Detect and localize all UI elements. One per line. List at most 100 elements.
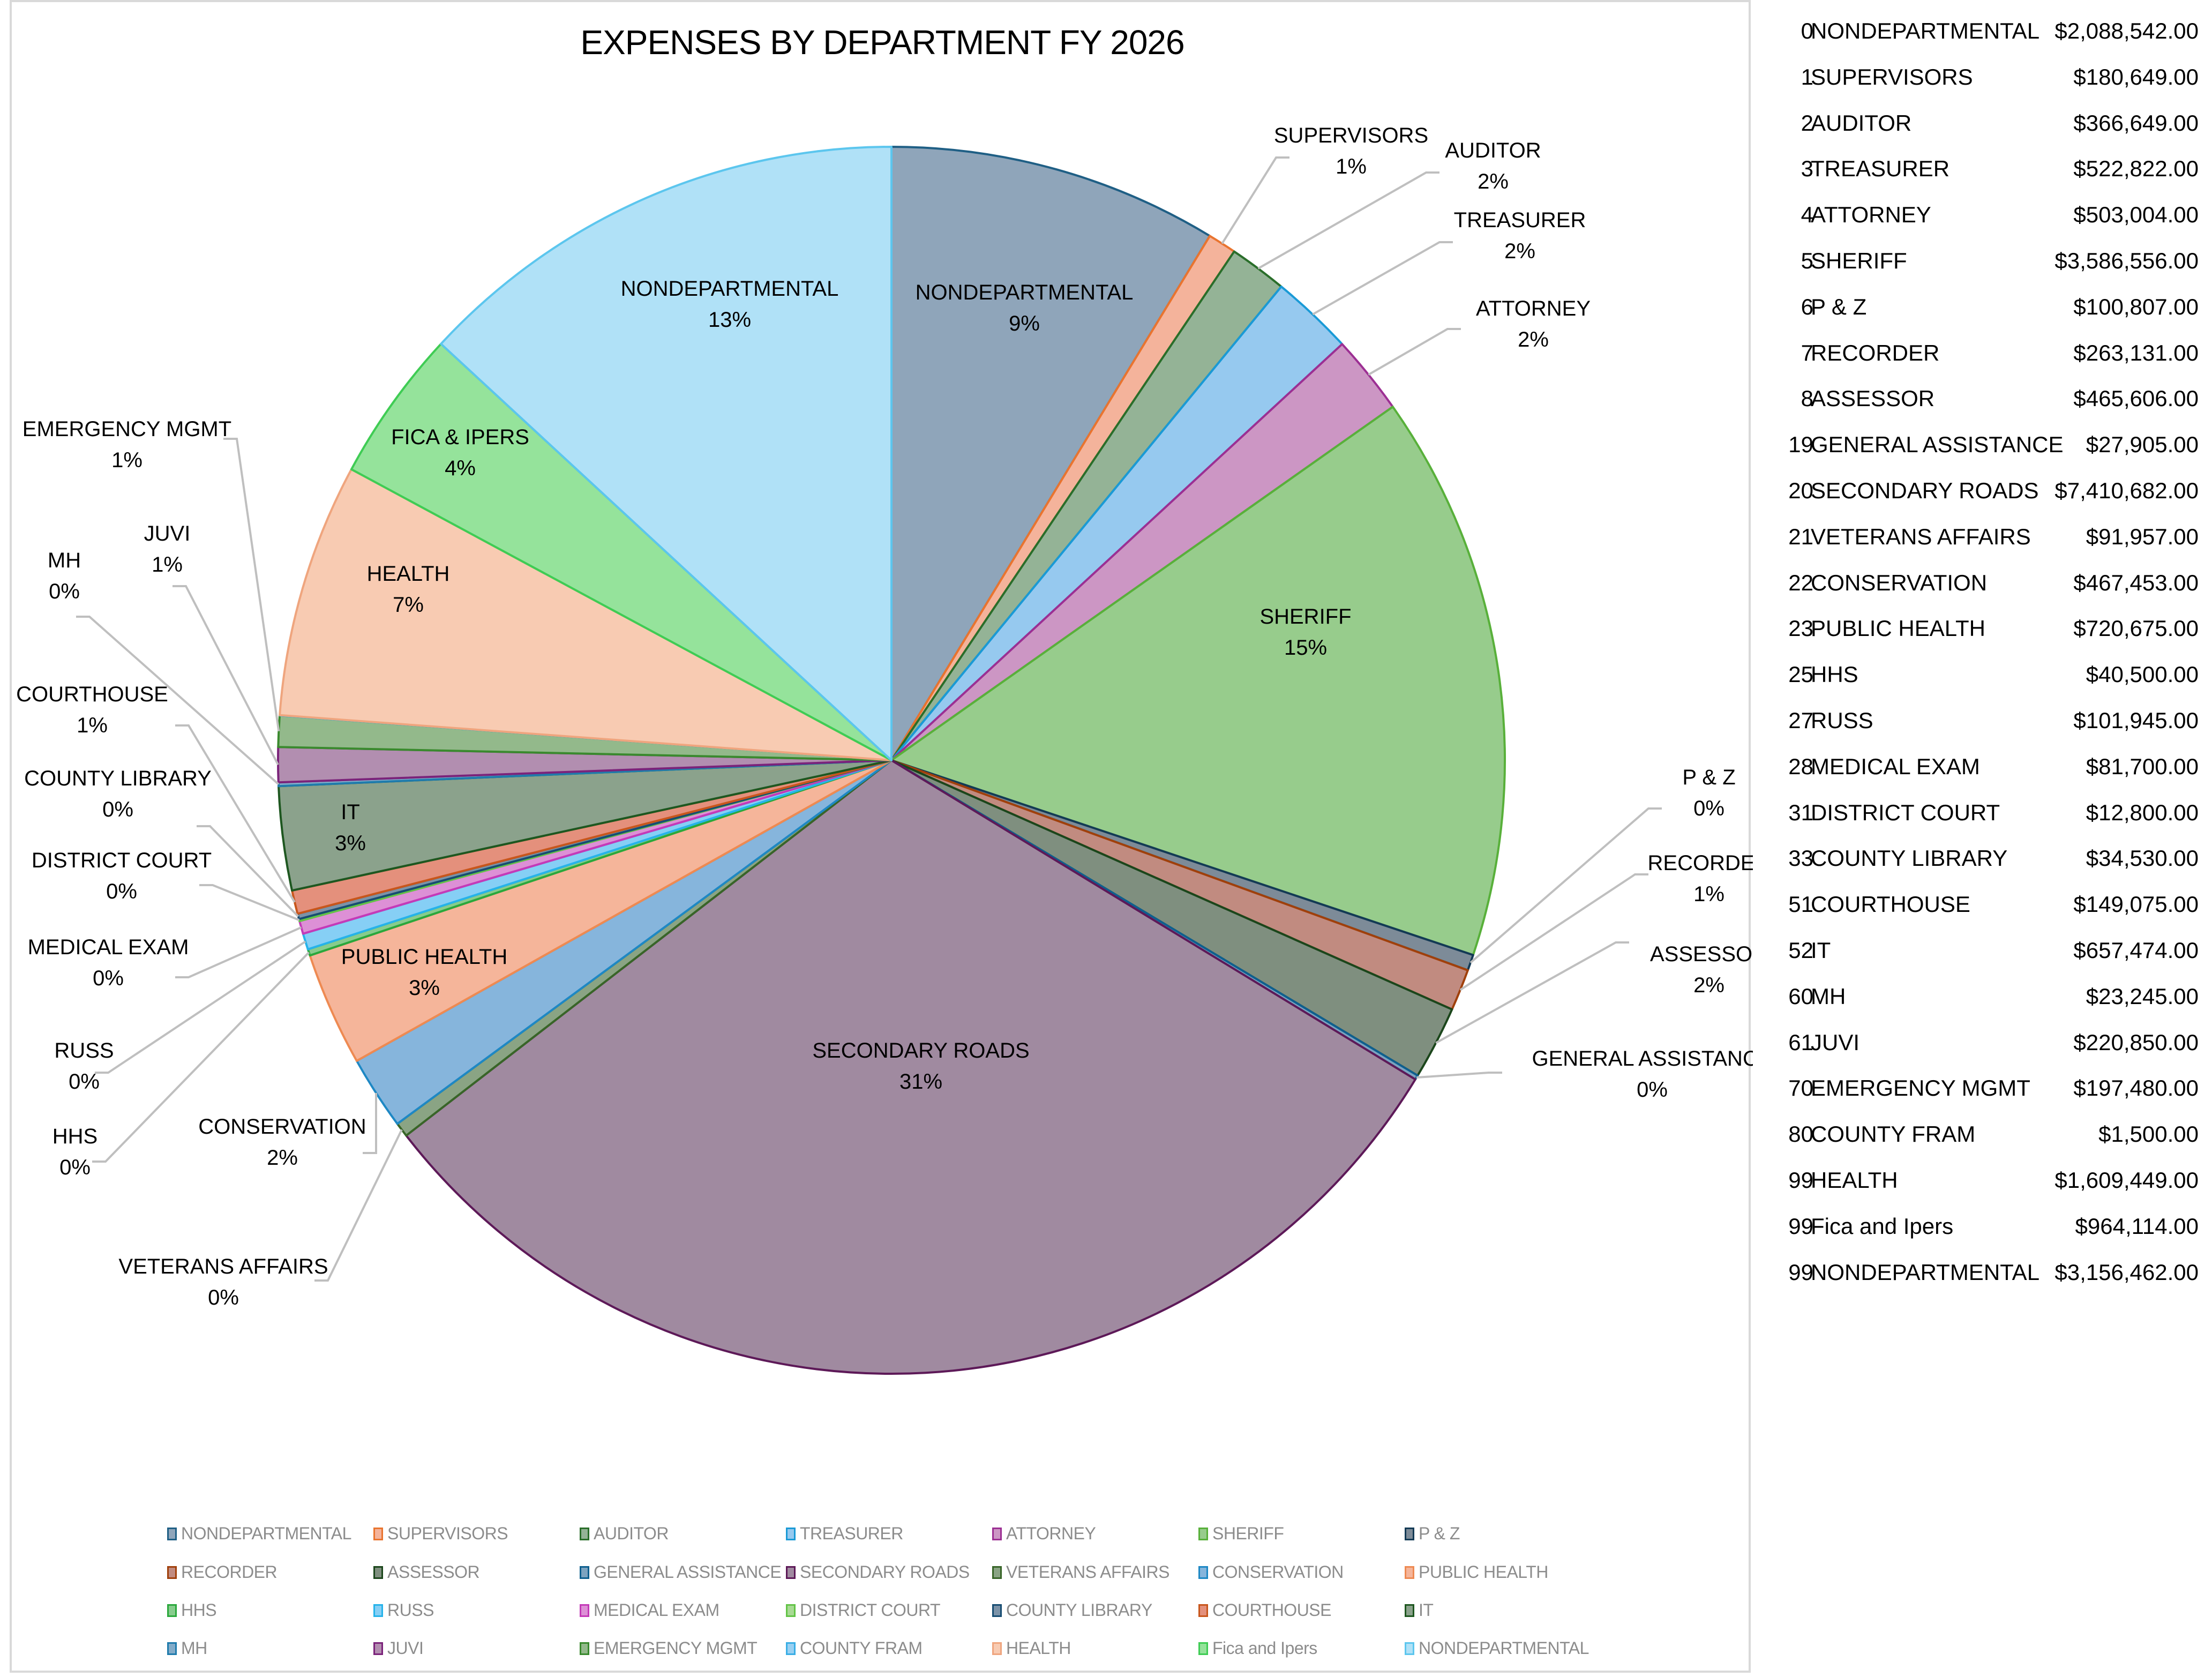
table-row: 1 SUPERVISORS $180,649.00: [1768, 61, 2207, 107]
legend-swatch-icon: [992, 1527, 1002, 1540]
legend-item-supervisors[interactable]: SUPERVISORS: [373, 1524, 508, 1544]
legend-swatch-icon: [167, 1642, 177, 1655]
data-label-pct-supervisors: 1%: [1336, 155, 1367, 178]
leader-line-supervisors: [1221, 156, 1289, 244]
dept-name: NONDEPARTMENTAL: [1811, 18, 2040, 43]
leader-line-conservation: [363, 1092, 378, 1154]
pie-slice-health[interactable]: [279, 468, 893, 761]
legend-swatch-icon: [580, 1604, 589, 1617]
pie-slice-sheriff[interactable]: [890, 406, 1506, 956]
legend-item-it[interactable]: IT: [1405, 1600, 1434, 1620]
table-row: 8 ASSESSOR $465,606.00: [1768, 383, 2207, 429]
legend-label: HHS: [181, 1600, 217, 1620]
table-row: 33 COUNTY LIBRARY $34,530.00: [1768, 842, 2207, 888]
data-label-pct-auditor: 2%: [1478, 170, 1509, 193]
dept-code: 27: [1788, 707, 1813, 733]
leader-line-district-court: [199, 884, 300, 922]
data-label-veterans-affairs: VETERANS AFFAIRS: [118, 1255, 328, 1278]
data-label-pct-sheriff: 15%: [1284, 636, 1327, 660]
legend-item-courthouse[interactable]: COURTHOUSE: [1198, 1600, 1331, 1620]
dept-amount: $7,410,682.00: [2054, 477, 2199, 503]
dept-code: 60: [1788, 983, 1813, 1009]
legend-item-general-assistance[interactable]: GENERAL ASSISTANCE: [580, 1562, 782, 1582]
dept-code: 6: [1801, 294, 1813, 319]
legend-item-county-fram[interactable]: COUNTY FRAM: [786, 1638, 923, 1658]
legend-item-juvi[interactable]: JUVI: [373, 1638, 424, 1658]
legend-item-health[interactable]: HEALTH: [992, 1638, 1071, 1658]
data-label-nondepartmental: NONDEPARTMENTAL: [916, 281, 1134, 304]
legend-swatch-icon: [167, 1527, 177, 1540]
legend-label: TREASURER: [800, 1524, 903, 1543]
pie-chart: NONDEPARTMENTAL 9% SUPERVISORS 1% AUDITOR 2% T…: [16, 124, 1753, 1375]
data-label-fica-ipers: FICA & IPERS: [391, 425, 529, 449]
legend-item-veterans-affairs[interactable]: VETERANS AFFAIRS: [992, 1562, 1169, 1582]
legend-item-medical-exam[interactable]: MEDICAL EXAM: [580, 1600, 719, 1620]
table-row: 0 NONDEPARTMENTAL $2,088,542.00: [1768, 15, 2207, 61]
legend-label: RECORDER: [181, 1562, 278, 1582]
dept-amount: $522,822.00: [2073, 156, 2199, 182]
legend-swatch-icon: [786, 1642, 796, 1655]
pie-slice-fica-ipers[interactable]: [350, 342, 893, 761]
legend-swatch-icon: [580, 1527, 589, 1540]
leader-line-veterans-affairs: [314, 1129, 403, 1282]
data-label-pct-general-assistance: 0%: [1637, 1078, 1668, 1102]
legend-item-fica-and-ipers[interactable]: Fica and Ipers: [1198, 1638, 1317, 1658]
legend-swatch-icon: [786, 1604, 796, 1617]
legend-item-attorney[interactable]: ATTORNEY: [992, 1524, 1096, 1544]
dept-amount: $3,156,462.00: [2054, 1259, 2199, 1285]
legend-item-secondary-roads[interactable]: SECONDARY ROADS: [786, 1562, 970, 1582]
legend-swatch-icon: [580, 1566, 589, 1579]
data-label-juvi: JUVI: [144, 522, 191, 545]
dept-name: SUPERVISORS: [1811, 64, 1973, 89]
pie-slice-secondary-roads[interactable]: [405, 759, 1416, 1375]
data-label-pct-public-health: 3%: [409, 976, 440, 1000]
legend-item-treasurer[interactable]: TREASURER: [786, 1524, 903, 1544]
dept-code: 33: [1788, 845, 1813, 871]
table-row: 25 HHS $40,500.00: [1768, 658, 2207, 705]
data-label-pct-it: 3%: [335, 832, 366, 855]
legend-item-mh[interactable]: MH: [167, 1638, 207, 1658]
legend-swatch-icon: [992, 1604, 1002, 1617]
dept-name: ATTORNEY: [1811, 202, 1931, 228]
legend-label: SHERIFF: [1212, 1524, 1284, 1543]
legend-swatch-icon: [1405, 1604, 1414, 1617]
dept-code: 22: [1788, 570, 1813, 595]
dept-code: 99: [1788, 1167, 1813, 1193]
legend-item-conservation[interactable]: CONSERVATION: [1198, 1562, 1344, 1582]
dept-amount: $180,649.00: [2073, 64, 2199, 89]
legend-item-recorder[interactable]: RECORDER: [167, 1562, 278, 1582]
legend-item-assessor[interactable]: ASSESSOR: [373, 1562, 480, 1582]
legend-item-auditor[interactable]: AUDITOR: [580, 1524, 669, 1544]
dept-code: 5: [1801, 248, 1813, 273]
leader-line-courthouse: [175, 724, 296, 903]
table-row: 99 Fica and Ipers $964,114.00: [1768, 1210, 2207, 1256]
dept-amount: $465,606.00: [2073, 386, 2199, 411]
data-label-pct-veterans-affairs: 0%: [208, 1286, 239, 1309]
dept-code: 19: [1788, 432, 1813, 458]
legend-item-nondepartmental[interactable]: NONDEPARTMENTAL: [167, 1524, 351, 1544]
dept-code: 20: [1788, 477, 1813, 503]
legend-item-district-court[interactable]: DISTRICT COURT: [786, 1600, 941, 1620]
pie-slice-nondepartmental-99[interactable]: [440, 146, 893, 761]
legend-item-hhs[interactable]: HHS: [167, 1600, 217, 1620]
legend-item-sheriff[interactable]: SHERIFF: [1198, 1524, 1284, 1544]
legend-item-russ[interactable]: RUSS: [373, 1600, 434, 1620]
legend-item-nondepartmental-99[interactable]: NONDEPARTMENTAL: [1405, 1638, 1589, 1658]
data-label-supervisors: SUPERVISORS: [1274, 124, 1428, 147]
dept-code: 61: [1788, 1029, 1813, 1055]
legend-item-county-library[interactable]: COUNTY LIBRARY: [992, 1600, 1152, 1620]
table-row: 5 SHERIFF $3,586,556.00: [1768, 245, 2207, 291]
legend-swatch-icon: [1198, 1566, 1208, 1579]
leader-line-emergency-mgmt: [223, 438, 280, 731]
dept-name: TREASURER: [1811, 156, 1950, 182]
dept-amount: $503,004.00: [2073, 202, 2199, 228]
legend-item-p-z[interactable]: P & Z: [1405, 1524, 1460, 1544]
legend-item-public-health[interactable]: PUBLIC HEALTH: [1405, 1562, 1548, 1582]
legend-label: P & Z: [1419, 1524, 1460, 1543]
legend-item-emergency-mgmt[interactable]: EMERGENCY MGMT: [580, 1638, 758, 1658]
data-label-hhs: HHS: [53, 1125, 98, 1148]
dept-name: JUVI: [1811, 1029, 1860, 1055]
pie-slice-nondepartmental[interactable]: [890, 146, 1211, 761]
dept-name: COUNTY LIBRARY: [1811, 845, 2008, 871]
